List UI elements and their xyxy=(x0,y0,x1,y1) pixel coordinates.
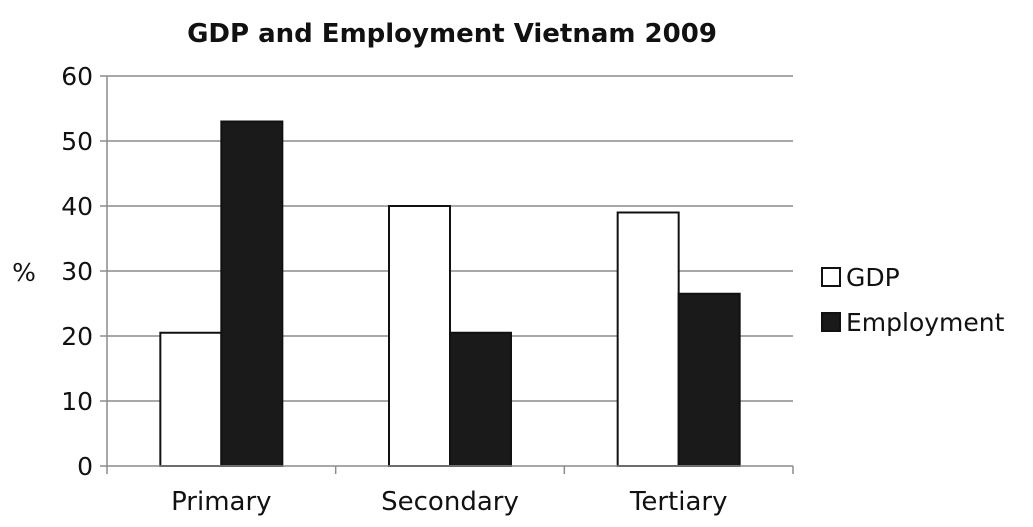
y-axis-label: % xyxy=(12,258,36,287)
y-tick-label: 20 xyxy=(61,322,93,351)
legend-swatch-employment xyxy=(821,312,841,332)
y-tick-label: 60 xyxy=(61,62,93,91)
x-tick-label: Primary xyxy=(171,487,271,517)
bar-employment-tertiary xyxy=(677,292,741,467)
y-tick-label: 50 xyxy=(61,127,93,156)
x-tick-label: Secondary xyxy=(381,487,519,517)
y-tick-label: 40 xyxy=(61,192,93,221)
bar-employment-secondary xyxy=(449,331,512,467)
x-tick-label: Tertiary xyxy=(629,487,728,517)
bar-employment-primary xyxy=(220,120,284,467)
y-tick-label: 30 xyxy=(61,257,93,286)
chart-title: GDP and Employment Vietnam 2009 xyxy=(187,19,717,49)
legend: GDP Employment xyxy=(821,263,1005,337)
labels-layer: 0 10 20 30 40 50 60 Primary Secondary Tertiary xyxy=(61,62,727,517)
bar-gdp-tertiary xyxy=(616,211,680,467)
bars-layer xyxy=(159,120,741,467)
y-tick-label: 10 xyxy=(61,387,93,416)
legend-label-employment: Employment xyxy=(846,308,1005,337)
legend-swatch-gdp xyxy=(821,267,841,287)
bar-gdp-primary xyxy=(159,331,223,467)
legend-label-gdp: GDP xyxy=(846,263,900,292)
y-tick-label: 0 xyxy=(77,452,93,481)
axis-layer xyxy=(100,75,794,474)
bar-gdp-secondary xyxy=(388,205,451,467)
